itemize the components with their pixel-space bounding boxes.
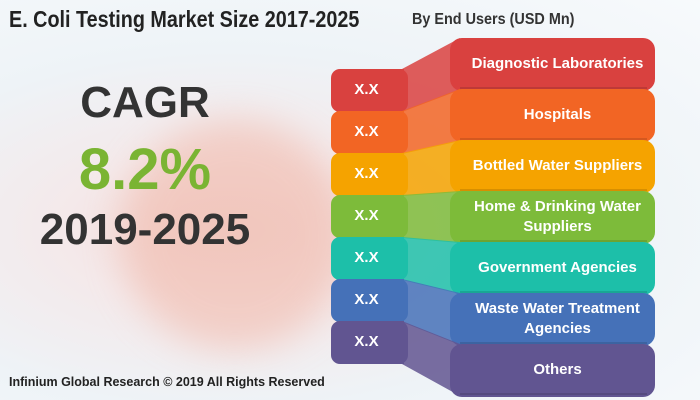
segment-value-box-edge <box>398 279 404 322</box>
segment-connector-hospitals <box>402 89 460 154</box>
segment-connector-home-drinking-water-suppliers <box>402 191 460 243</box>
copyright-footer: Infinium Global Research © 2019 All Righ… <box>9 375 325 389</box>
segment-bar-government-agencies <box>450 242 655 295</box>
segment-value-box-government-agencies <box>331 237 408 280</box>
segment-bar-hospitals <box>450 89 655 142</box>
segment-shadow <box>460 189 647 191</box>
segment-bar-home-drinking-water-suppliers <box>450 191 655 244</box>
segment-value-box-waste-water-treatment-agencies <box>331 279 408 322</box>
segment-value-box-edge <box>398 153 404 196</box>
segment-bar-bottled-water-suppliers <box>450 140 655 193</box>
segment-connector-diagnostic-laboratories <box>402 38 460 112</box>
segment-label-diagnostic-laboratories: Diagnostic Laboratories <box>471 54 644 72</box>
segment-value-home-drinking-water-suppliers: X.X <box>354 207 379 224</box>
segment-value-box-edge <box>398 111 404 154</box>
segment-value-diagnostic-laboratories: X.X <box>354 81 379 98</box>
segment-connector-others <box>402 321 460 396</box>
segment-label-waste-water-treatment-agencies: Waste Water Treatment Agencies <box>475 299 640 337</box>
background-dish-image <box>120 120 350 350</box>
segment-value-box-edge <box>398 321 404 364</box>
segment-shadow <box>460 342 647 344</box>
segment-value-hospitals: X.X <box>354 123 379 140</box>
segment-bar-waste-water-treatment-agencies <box>450 293 655 346</box>
cagr-value: 8.2% <box>78 137 212 202</box>
segment-value-box-edge <box>398 237 404 280</box>
segment-connector-waste-water-treatment-agencies <box>402 279 460 345</box>
segment-label-others: Others <box>533 360 582 378</box>
segment-label-government-agencies: Government Agencies <box>478 258 637 276</box>
segment-value-box-edge <box>398 195 404 238</box>
segment-value-waste-water-treatment-agencies: X.X <box>354 291 379 308</box>
segment-value-government-agencies: X.X <box>354 249 379 266</box>
segment-connector-government-agencies <box>402 237 460 294</box>
cagr-label: CAGR <box>80 78 210 127</box>
segment-connector-bottled-water-suppliers <box>402 140 460 196</box>
page-subtitle: By End Users (USD Mn) <box>412 11 575 28</box>
segment-shadow <box>460 138 647 140</box>
segment-value-box-hospitals <box>331 111 408 154</box>
segment-value-bottled-water-suppliers: X.X <box>354 165 379 182</box>
segment-bar-diagnostic-laboratories <box>450 38 655 91</box>
segment-value-box-diagnostic-laboratories <box>331 69 408 112</box>
page-title: E. Coli Testing Market Size 2017-2025 <box>9 6 360 32</box>
segment-shadow <box>460 291 647 293</box>
segment-value-box-home-drinking-water-suppliers <box>331 195 408 238</box>
segment-shadow <box>460 393 647 395</box>
segment-shadow <box>460 87 647 89</box>
segment-shadow <box>460 240 647 242</box>
segment-label-bottled-water-suppliers: Bottled Water Suppliers <box>472 156 643 174</box>
cagr-period: 2019-2025 <box>39 205 251 254</box>
segment-value-others: X.X <box>354 333 379 350</box>
segment-label-hospitals: Hospitals <box>523 105 592 123</box>
segment-value-box-bottled-water-suppliers <box>331 153 408 196</box>
segment-value-box-edge <box>398 69 404 112</box>
segment-bar-others <box>450 344 655 397</box>
segment-value-box-others <box>331 321 408 364</box>
segment-label-home-drinking-water-suppliers: Home & Drinking Water Suppliers <box>474 197 641 235</box>
